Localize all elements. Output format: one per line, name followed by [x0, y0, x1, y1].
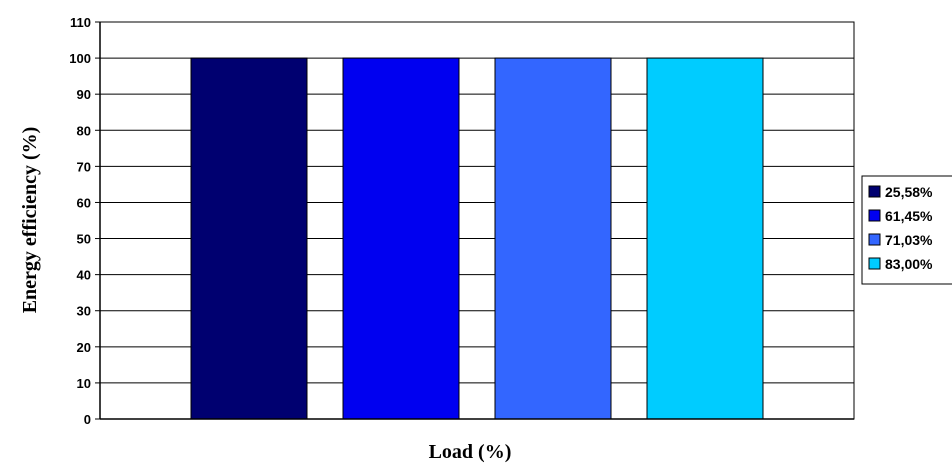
y-tick-label: 80 [77, 123, 91, 138]
y-tick-label: 90 [77, 87, 91, 102]
y-tick-label: 70 [77, 159, 91, 174]
legend-swatch [868, 185, 881, 198]
y-tick-label: 20 [77, 340, 91, 355]
bar-3 [494, 57, 612, 420]
y-tick-label: 40 [77, 268, 91, 283]
y-tick-label: 50 [77, 232, 91, 247]
legend-swatch [868, 233, 881, 246]
bar-2 [342, 57, 460, 420]
y-tick-label: 0 [84, 412, 91, 427]
y-tick-label: 110 [70, 15, 91, 30]
y-axis-title: Energy efficiency (%) [19, 127, 41, 314]
legend-label: 61,45% [885, 208, 933, 224]
legend-label: 71,03% [885, 232, 933, 248]
bar-1 [190, 57, 308, 420]
y-tick-label: 10 [77, 376, 91, 391]
legend-label: 25,58% [885, 184, 933, 200]
x-axis-title: Load (%) [429, 441, 512, 463]
legend-swatch [868, 257, 881, 270]
y-axis-ticks: 0 10 20 30 40 50 60 70 80 90 100 110 [69, 15, 100, 427]
bar-4 [646, 57, 764, 420]
legend-label: 83,00% [885, 256, 933, 272]
y-tick-label: 60 [77, 195, 91, 210]
y-tick-label: 100 [69, 51, 91, 66]
y-tick-label: 30 [77, 304, 91, 319]
legend-swatch [868, 209, 881, 222]
legend: 25,58% 61,45% 71,03% 83,00% [861, 175, 952, 285]
